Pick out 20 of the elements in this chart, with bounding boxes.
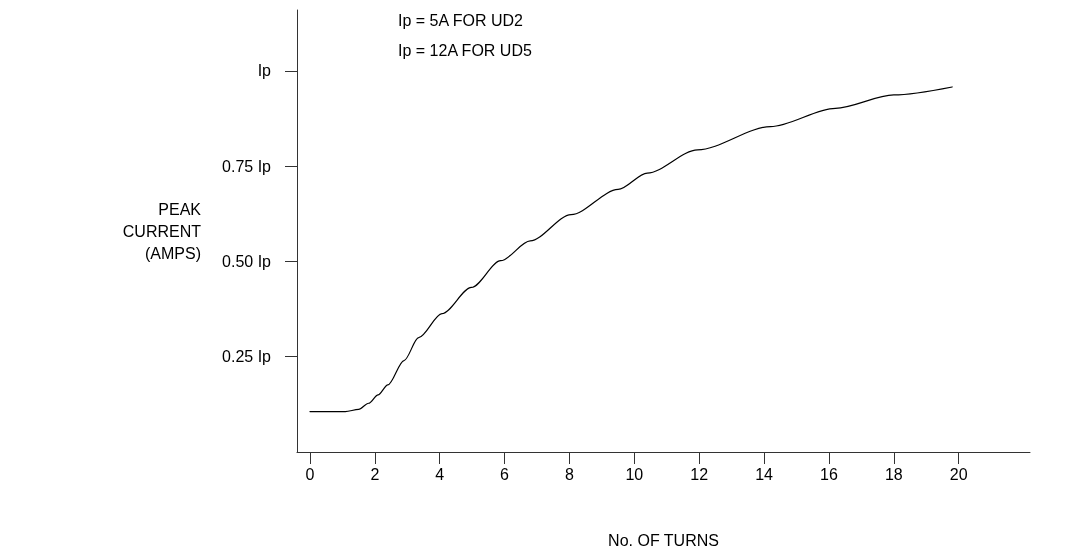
x-tick-label: 14: [755, 465, 774, 483]
x-tick-label: 6: [500, 465, 510, 483]
x-tick-label: 12: [690, 465, 709, 483]
annotation: Ip = 12A FOR UD5: [398, 41, 532, 59]
x-tick-label: 20: [949, 465, 968, 483]
x-tick-label: 16: [820, 465, 838, 483]
x-tick-label: 0: [305, 465, 315, 483]
annotation: Ip = 5A FOR UD2: [398, 11, 524, 29]
x-tick-label: 8: [564, 465, 574, 483]
y-tick-label: 0.50 Ip: [222, 252, 272, 270]
y-tick-label: Ip: [257, 62, 272, 80]
y-tick-label: 0.25 Ip: [222, 348, 272, 366]
x-tick-label: 2: [370, 465, 380, 483]
x-tick-label: 18: [884, 465, 903, 483]
line-series: [309, 86, 953, 413]
x-axis-title: No. OF TURNS: [608, 531, 719, 549]
y-axis-title: PEAK CURRENT (AMPS): [122, 200, 202, 262]
y-tick-label: 0.75 Ip: [222, 157, 272, 175]
x-tick-label: 10: [625, 465, 644, 483]
x-tick-label: 4: [435, 465, 445, 483]
